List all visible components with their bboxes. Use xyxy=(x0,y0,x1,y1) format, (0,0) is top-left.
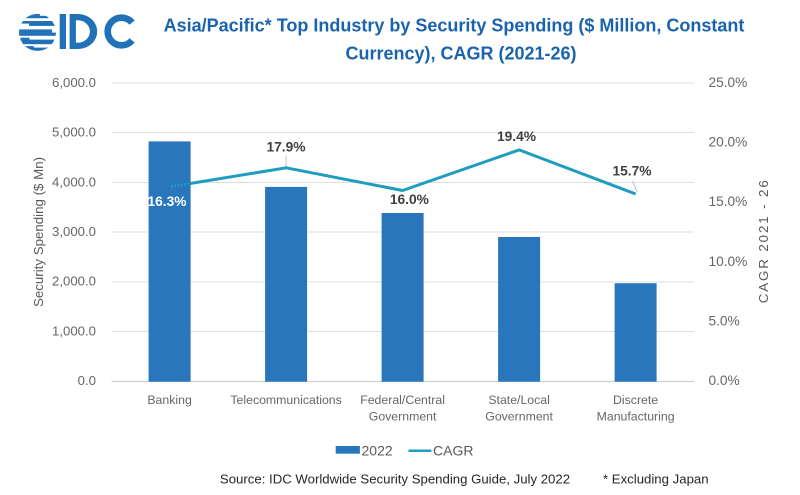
svg-text:2022: 2022 xyxy=(362,443,393,459)
svg-text:15.0%: 15.0% xyxy=(709,194,748,209)
svg-text:CAGR: CAGR xyxy=(433,443,473,459)
svg-text:Asia/Pacific* Top Industry by: Asia/Pacific* Top Industry by Security S… xyxy=(164,16,745,36)
svg-text:Discrete: Discrete xyxy=(613,393,658,407)
svg-text:16.3%: 16.3% xyxy=(147,194,186,209)
svg-text:1,000.0: 1,000.0 xyxy=(52,323,96,338)
svg-text:10.0%: 10.0% xyxy=(709,254,748,269)
svg-text:25.0%: 25.0% xyxy=(709,75,748,90)
svg-text:State/Local: State/Local xyxy=(488,393,550,407)
svg-text:* Excluding Japan: * Excluding Japan xyxy=(603,472,709,487)
svg-text:6,000.0: 6,000.0 xyxy=(52,75,96,90)
svg-text:16.0%: 16.0% xyxy=(390,192,429,207)
svg-text:4,000.0: 4,000.0 xyxy=(52,174,96,189)
svg-text:3,000.0: 3,000.0 xyxy=(52,224,96,239)
svg-text:19.4%: 19.4% xyxy=(497,129,536,144)
svg-text:5,000.0: 5,000.0 xyxy=(52,125,96,140)
svg-text:Government: Government xyxy=(485,410,553,424)
svg-text:CAGR 2021 - 26: CAGR 2021 - 26 xyxy=(756,178,771,303)
svg-text:0.0%: 0.0% xyxy=(709,373,740,388)
svg-text:Banking: Banking xyxy=(147,393,192,407)
svg-text:Source: IDC Worldwide Security: Source: IDC Worldwide Security Spending … xyxy=(220,472,570,487)
svg-text:0.0: 0.0 xyxy=(78,373,96,388)
svg-text:15.7%: 15.7% xyxy=(612,164,651,179)
svg-text:Currency), CAGR (2021-26): Currency), CAGR (2021-26) xyxy=(345,44,576,64)
svg-text:Manufacturing: Manufacturing xyxy=(597,410,675,424)
svg-text:Security Spending ($ Mn): Security Spending ($ Mn) xyxy=(31,157,46,307)
svg-text:2,000.0: 2,000.0 xyxy=(52,274,96,289)
svg-text:20.0%: 20.0% xyxy=(709,135,748,150)
svg-text:Telecommunications: Telecommunications xyxy=(230,393,341,407)
svg-text:5.0%: 5.0% xyxy=(709,314,740,329)
svg-text:Government: Government xyxy=(369,410,437,424)
svg-text:17.9%: 17.9% xyxy=(266,139,305,154)
svg-text:Federal/Central: Federal/Central xyxy=(360,393,445,407)
